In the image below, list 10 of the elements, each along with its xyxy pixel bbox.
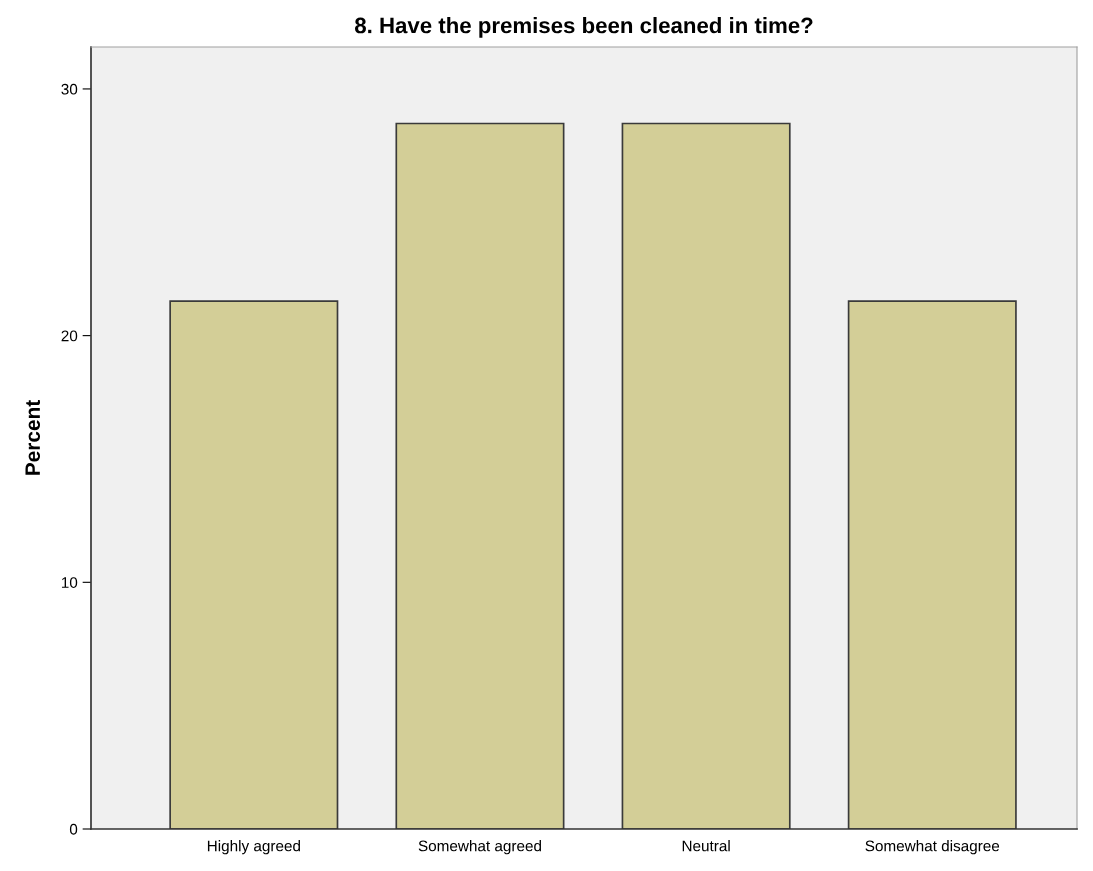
y-tick-label: 30 (61, 83, 78, 95)
x-tick-label: Somewhat disagree (865, 840, 1000, 855)
chart-title: 8. Have the premises been cleaned in time? (355, 17, 813, 38)
x-tick-label: Somewhat agreed (418, 840, 541, 855)
y-tick-label: 10 (61, 577, 78, 588)
x-tick-label: Highly agreed (207, 840, 300, 855)
x-tick-label: Neutral (682, 840, 730, 852)
y-tick-label: 0 (69, 823, 78, 835)
y-axis-title: Percent (25, 400, 41, 475)
y-tick-label: 20 (61, 330, 78, 342)
